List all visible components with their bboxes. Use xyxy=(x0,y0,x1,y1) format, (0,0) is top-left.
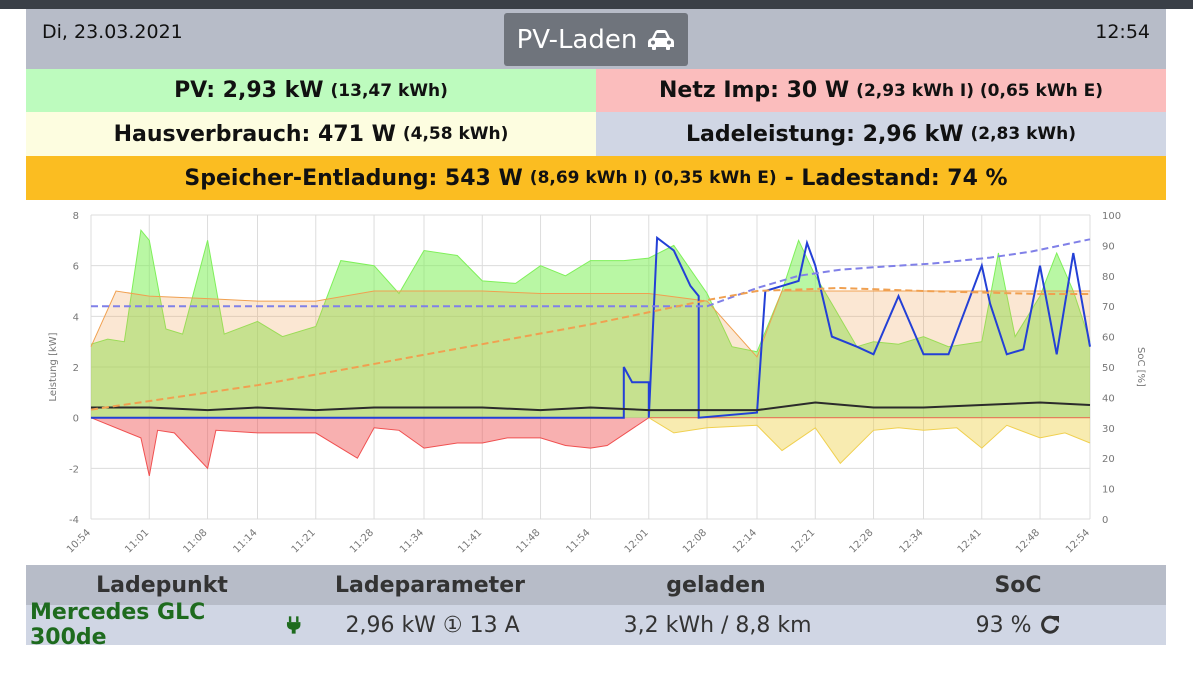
x-tick-label: 12:14 xyxy=(731,527,759,555)
y2-tick-label: 40 xyxy=(1102,393,1115,404)
vehicle-name: Mercedes GLC 300de xyxy=(30,600,206,650)
pv-energy: (13,47 kWh) xyxy=(330,80,448,101)
x-tick-label: 11:54 xyxy=(564,527,592,555)
series-line-6 xyxy=(91,238,1091,308)
x-tick-label: 11:41 xyxy=(456,527,484,555)
loadpoint-row: Mercedes GLC 300de 2,96 kW ① 13 A 3,2 kW… xyxy=(26,600,1166,650)
top-dark-bar xyxy=(0,0,1193,9)
x-tick-label: 12:08 xyxy=(681,527,709,555)
x-tick-label: 12:34 xyxy=(897,527,925,555)
col-geladen: geladen xyxy=(666,572,766,598)
mode-label: PV-Laden xyxy=(516,24,638,55)
storage-soc: - Ladestand: 74 % xyxy=(784,165,1008,191)
col-soc: SoC xyxy=(994,572,1042,598)
storage-power: Speicher-Entladung: 543 W xyxy=(184,165,523,191)
charging-energy: (2,83 kWh) xyxy=(970,124,1077,144)
x-tick-label: 11:01 xyxy=(123,527,151,555)
col-ladepunkt: Ladepunkt xyxy=(96,572,228,598)
y2-tick-label: 90 xyxy=(1102,241,1115,252)
y-axis-label: Leistung [kW] xyxy=(48,332,59,401)
x-tick-label: 12:28 xyxy=(848,527,876,555)
series-line-4 xyxy=(91,235,1091,419)
y-tick-label: 6 xyxy=(73,262,79,273)
x-tick-label: 12:54 xyxy=(1064,527,1092,555)
pv-summary: PV: 2,93 kW (13,47 kWh) xyxy=(26,69,596,112)
x-tick-label: 12:21 xyxy=(789,527,817,555)
y2-tick-label: 70 xyxy=(1102,302,1115,313)
car-icon xyxy=(648,29,675,50)
plug-icon xyxy=(286,616,301,634)
series-area-2 xyxy=(91,417,1090,476)
charging-power: Ladeleistung: 2,96 kW xyxy=(685,121,964,147)
x-tick-label: 11:14 xyxy=(231,527,259,555)
x-tick-label: 12:01 xyxy=(623,527,651,555)
x-tick-label: 11:08 xyxy=(182,527,210,555)
current-time: 12:54 xyxy=(1095,21,1150,43)
col-ladeparameter: Ladeparameter xyxy=(335,572,525,598)
soc-cell: 93 % xyxy=(871,605,1166,645)
y-tick-label: 8 xyxy=(73,211,79,222)
series-line-2 xyxy=(90,417,1090,477)
x-tick-label: 11:21 xyxy=(290,527,318,555)
series-line-0 xyxy=(90,229,1091,353)
charge-params: 2,96 kW ① 13 A xyxy=(345,612,520,638)
storage-energy: (8,69 kWh I) (0,35 kWh E) xyxy=(529,168,777,188)
x-tick-label: 12:41 xyxy=(956,527,984,555)
y-tick-label: 4 xyxy=(73,312,79,323)
mode-button[interactable]: PV-Laden xyxy=(504,13,688,66)
charging-summary: Ladeleistung: 2,96 kW (2,83 kWh) xyxy=(596,112,1166,156)
x-tick-label: 11:28 xyxy=(348,527,376,555)
vehicle-soc: 93 % xyxy=(975,612,1032,638)
grid-power: Netz Imp: 30 W xyxy=(659,78,850,103)
series-line-3 xyxy=(648,417,1091,465)
series-area-3 xyxy=(648,417,1090,464)
header-bar: Di, 23.03.2021 PV-Laden 12:54 xyxy=(26,9,1166,69)
house-power: Hausverbrauch: 471 W xyxy=(113,121,396,147)
storage-summary: Speicher-Entladung: 543 W (8,69 kWh I) (… xyxy=(26,156,1166,200)
y2-tick-label: 50 xyxy=(1102,363,1115,374)
series-area-1 xyxy=(91,291,1090,418)
x-tick-label: 10:54 xyxy=(65,527,93,555)
refresh-icon[interactable] xyxy=(1039,614,1061,636)
x-tick-label: 12:48 xyxy=(1014,527,1042,555)
x-tick-label: 11:34 xyxy=(398,527,426,555)
house-energy: (4,58 kWh) xyxy=(402,124,509,144)
y-tick-label: -4 xyxy=(69,515,79,526)
x-tick-label: 11:48 xyxy=(515,527,543,555)
y2-tick-label: 80 xyxy=(1102,272,1115,283)
grid-summary: Netz Imp: 30 W (2,93 kWh I) (0,65 kWh E) xyxy=(596,69,1166,112)
series-line-5 xyxy=(91,401,1091,412)
y2-tick-label: 10 xyxy=(1102,485,1115,496)
y-tick-label: 0 xyxy=(73,414,79,425)
charged-amount: 3,2 kWh / 8,8 km xyxy=(623,612,812,638)
vehicle-cell[interactable]: Mercedes GLC 300de xyxy=(26,600,301,650)
house-summary: Hausverbrauch: 471 W (4,58 kWh) xyxy=(26,112,596,156)
loadpoint-table-header: Ladepunkt Ladeparameter geladen SoC xyxy=(26,565,1166,605)
y-tick-label: -2 xyxy=(69,464,79,475)
pv-power: PV: 2,93 kW xyxy=(174,78,324,103)
y2-axis-label: SoC [%] xyxy=(1135,347,1146,387)
current-date: Di, 23.03.2021 xyxy=(42,21,183,43)
y-tick-label: 2 xyxy=(73,363,79,374)
y2-tick-label: 0 xyxy=(1102,515,1108,526)
y2-tick-label: 30 xyxy=(1102,424,1115,435)
y2-tick-label: 60 xyxy=(1102,333,1115,344)
y2-tick-label: 100 xyxy=(1102,211,1121,222)
y2-tick-label: 20 xyxy=(1102,454,1115,465)
series-line-7 xyxy=(90,286,1090,411)
grid-energy: (2,93 kWh I) (0,65 kWh E) xyxy=(856,80,1103,101)
